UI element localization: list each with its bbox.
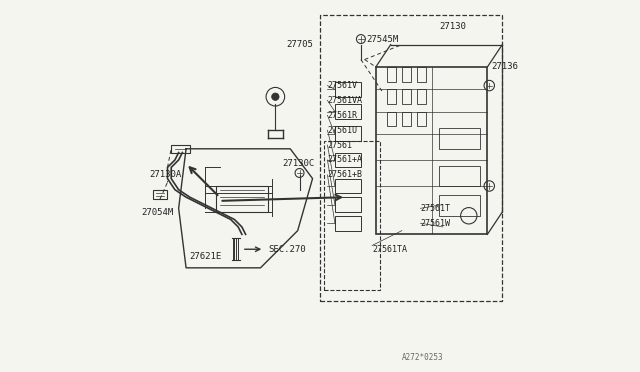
- Text: 27545M: 27545M: [367, 35, 399, 44]
- Text: 27561VA: 27561VA: [328, 96, 362, 105]
- Text: 27621E: 27621E: [190, 252, 222, 261]
- Text: 27130: 27130: [439, 22, 466, 31]
- Text: 27561+B: 27561+B: [328, 170, 362, 179]
- Text: A272*0253: A272*0253: [402, 353, 444, 362]
- Text: 27130A: 27130A: [149, 170, 181, 179]
- Text: 27136: 27136: [491, 62, 518, 71]
- Text: 27561+A: 27561+A: [328, 155, 362, 164]
- Text: 27561R: 27561R: [328, 111, 357, 120]
- Text: 27561W: 27561W: [420, 219, 451, 228]
- Text: 27054M: 27054M: [141, 208, 173, 217]
- Text: 27561: 27561: [328, 141, 353, 150]
- Circle shape: [271, 93, 279, 100]
- Text: SEC.270: SEC.270: [268, 245, 305, 254]
- Text: 27561U: 27561U: [328, 126, 357, 135]
- Text: 27561V: 27561V: [328, 81, 357, 90]
- Text: 27561TA: 27561TA: [372, 245, 407, 254]
- Text: 27130C: 27130C: [283, 159, 315, 168]
- Text: 27561T: 27561T: [420, 204, 451, 213]
- Text: 27705: 27705: [287, 40, 314, 49]
